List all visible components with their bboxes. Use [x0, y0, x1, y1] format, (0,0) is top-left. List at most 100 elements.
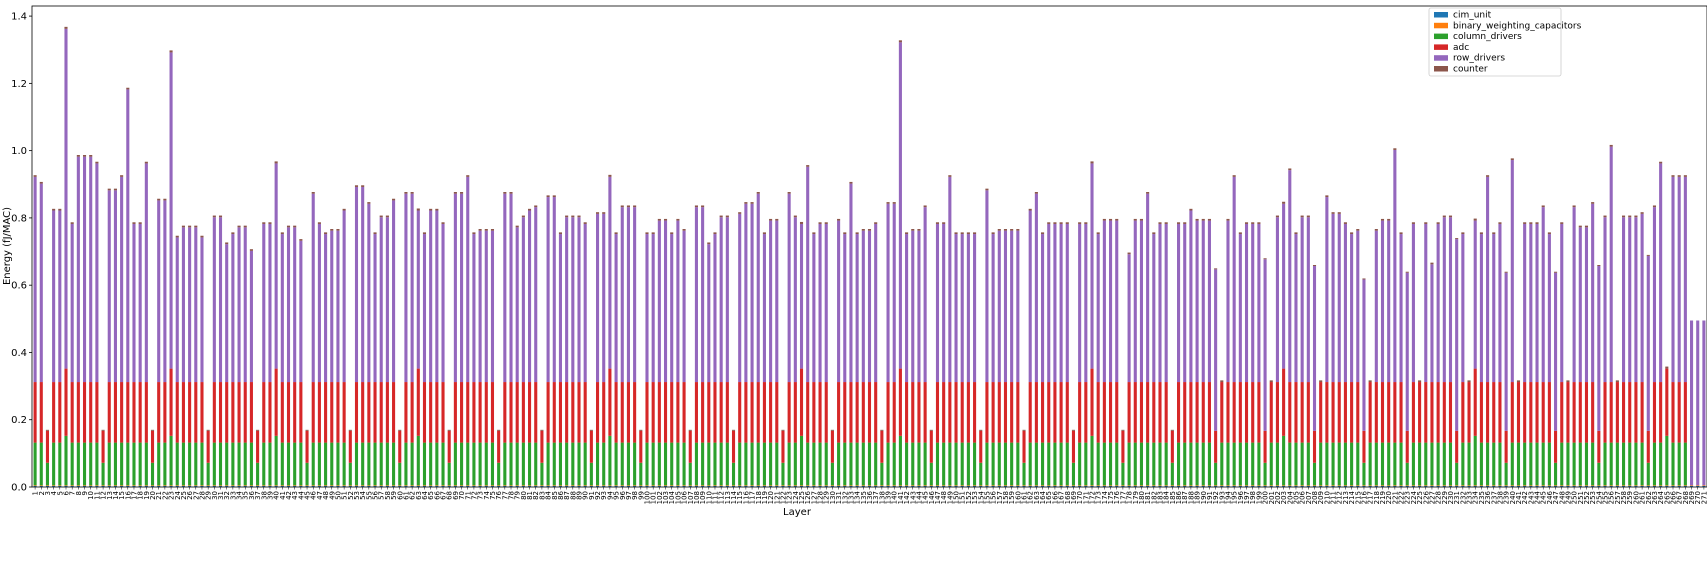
bar-segment-cim-unit	[1312, 485, 1317, 487]
bar-segment-column-drivers	[422, 442, 427, 486]
x-tick-label: 203	[1280, 491, 1288, 504]
bar-segment-cim-unit	[1523, 485, 1527, 487]
bar-segment-row-drivers	[534, 207, 538, 383]
x-tick-label: 262	[1645, 491, 1653, 504]
x-tick-label: 48	[322, 491, 330, 500]
bar-segment-adc	[713, 382, 717, 443]
x-tick-label: 246	[1546, 490, 1554, 504]
x-tick-label: 175	[1107, 491, 1115, 504]
bar-segment-column-drivers	[385, 442, 389, 486]
bar-segment-adc	[126, 382, 130, 443]
bar-segment-counter	[639, 429, 643, 431]
bar-segment-column-drivers	[1133, 442, 1137, 486]
bar-segment-cim-unit	[1232, 485, 1236, 487]
x-tick-label: 238	[1496, 491, 1504, 504]
bar-segment-column-drivers	[738, 442, 742, 486]
bar-segment-adc	[231, 382, 235, 443]
bar-segment-row-drivers	[1696, 320, 1700, 486]
bar-segment-adc	[1090, 368, 1094, 436]
bar-segment-counter	[1325, 195, 1329, 198]
bar-segment-adc	[478, 382, 482, 443]
bar-segment-binary-weighting-capacitors	[1152, 485, 1156, 486]
bar-segment-adc	[1368, 382, 1372, 443]
bar-segment-binary-weighting-capacitors	[596, 485, 600, 486]
bar-segment-adc	[1312, 430, 1317, 463]
bar-segment-adc	[799, 368, 804, 436]
bar-segment-column-drivers	[218, 442, 223, 486]
bar-segment-column-drivers	[1257, 442, 1261, 486]
bar-segment-cim-unit	[1529, 485, 1533, 487]
bar-segment-adc	[1220, 382, 1224, 443]
bar-segment-row-drivers	[818, 223, 822, 383]
bar-segment-row-drivers	[1195, 220, 1199, 383]
bar-segment-column-drivers	[960, 442, 964, 486]
bar-segment-counter	[1418, 380, 1422, 383]
bar-segment-binary-weighting-capacitors	[503, 485, 507, 486]
legend: cim_unitbinary_weighting_capacitorscolum…	[1428, 7, 1582, 77]
bar-segment-column-drivers	[1578, 442, 1582, 486]
bar-segment-cim-unit	[1022, 485, 1026, 487]
bar-segment-cim-unit	[707, 485, 711, 487]
bar-segment-column-drivers	[1306, 442, 1310, 486]
bar-segment-adc	[1492, 382, 1496, 443]
x-tick-label: 248	[1558, 491, 1566, 504]
bar-segment-adc	[861, 382, 865, 443]
x-tick-label: 128	[817, 491, 825, 504]
bar-segment-counter	[1146, 192, 1150, 194]
bar-segment-counter	[701, 205, 705, 208]
bar-segment-counter	[1282, 201, 1286, 204]
bar-segment-adc	[144, 382, 148, 443]
bar-segment-counter	[1102, 218, 1106, 221]
bar-segment-adc	[453, 382, 457, 443]
bar-segment-row-drivers	[1584, 227, 1589, 383]
x-tick-label: 107	[687, 491, 695, 504]
bar-segment-cim-unit	[206, 485, 210, 487]
bar-segment-counter	[1244, 222, 1249, 224]
bar-segment-column-drivers	[1127, 442, 1131, 486]
bar-segment-binary-weighting-capacitors	[633, 485, 637, 486]
bar-segment-row-drivers	[460, 193, 464, 383]
x-tick-label: 189	[1194, 491, 1202, 504]
bar-segment-adc	[1319, 382, 1323, 443]
bar-segment-cim-unit	[688, 485, 692, 487]
bar-segment-cim-unit	[1442, 485, 1446, 487]
x-tick-label: 219	[1379, 491, 1387, 504]
x-tick-label: 56	[372, 490, 380, 499]
bar-segment-binary-weighting-capacitors	[898, 485, 902, 486]
bar-segment-adc	[1461, 382, 1465, 443]
bar-segment-counter	[1139, 218, 1143, 221]
bar-segment-row-drivers	[144, 163, 148, 383]
bar-segment-cim-unit	[942, 485, 946, 487]
x-tick-label: 44	[297, 490, 305, 499]
bar-segment-counter	[973, 232, 977, 235]
x-tick-label: 158	[1002, 491, 1010, 504]
legend-label-cim-unit: cim_unit	[1453, 11, 1492, 21]
bar-segment-adc	[1152, 382, 1156, 443]
bar-segment-cim-unit	[793, 485, 797, 487]
bar-segment-adc	[262, 382, 266, 443]
x-tick-label: 239	[1503, 491, 1511, 504]
bar-segment-row-drivers	[843, 234, 847, 383]
bar-segment-counter	[1597, 265, 1601, 267]
bar-segment-column-drivers	[898, 435, 902, 486]
bar-segment-column-drivers	[1510, 442, 1514, 486]
bar-segment-cim-unit	[1547, 485, 1551, 487]
x-tick-label: 59	[390, 491, 398, 500]
x-tick-label: 37	[254, 491, 262, 500]
bar-segment-column-drivers	[534, 442, 538, 486]
bar-segment-row-drivers	[175, 237, 179, 383]
bar-segment-cim-unit	[1288, 485, 1292, 487]
bar-segment-adc	[608, 368, 612, 436]
bar-segment-column-drivers	[1028, 442, 1032, 486]
bar-segment-binary-weighting-capacitors	[58, 485, 62, 486]
bar-segment-binary-weighting-capacitors	[1177, 485, 1181, 486]
bar-segment-counter	[509, 192, 513, 194]
bar-segment-counter	[614, 232, 618, 235]
bar-segment-counter	[76, 155, 80, 157]
bar-segment-counter	[1603, 215, 1607, 218]
bar-segment-counter	[1275, 215, 1279, 218]
bar-segment-adc	[1010, 382, 1014, 443]
x-tick-label: 136	[866, 490, 874, 504]
bar-segment-binary-weighting-capacitors	[1374, 485, 1378, 486]
bar-segment-cim-unit	[1139, 485, 1143, 487]
